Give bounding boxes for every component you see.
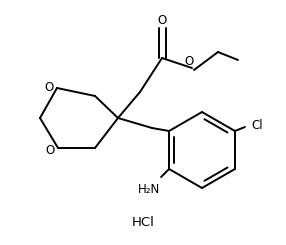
Text: O: O bbox=[184, 54, 194, 68]
Text: O: O bbox=[157, 14, 167, 27]
Text: O: O bbox=[44, 81, 54, 94]
Text: Cl: Cl bbox=[251, 119, 263, 132]
Text: HCl: HCl bbox=[132, 216, 154, 229]
Text: O: O bbox=[45, 144, 55, 157]
Text: H₂N: H₂N bbox=[138, 183, 160, 196]
